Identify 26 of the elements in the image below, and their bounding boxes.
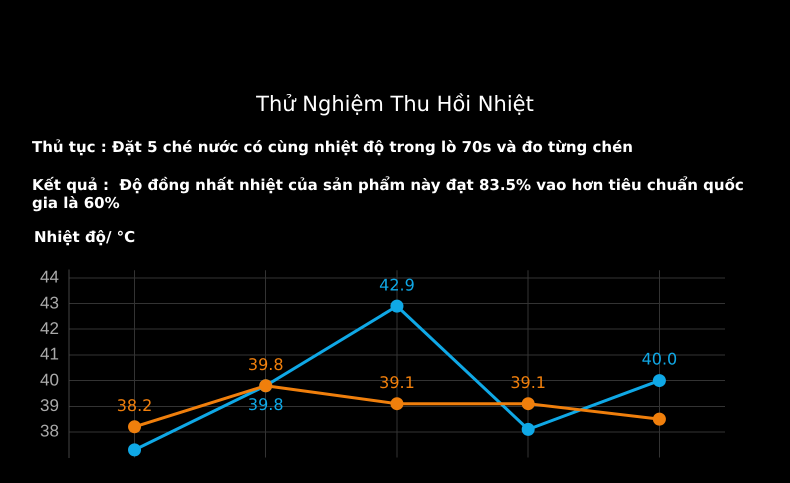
point	[390, 397, 404, 410]
chart-subtitle: Thủ tục : Đặt 5 ché nước có cùng nhiệt độ trong lò 70s và đo từng chén	[32, 138, 633, 156]
point	[652, 374, 666, 388]
data-label: 38.2	[116, 396, 152, 415]
point	[128, 443, 142, 456]
y-tick-label: 41	[40, 344, 59, 364]
point	[522, 422, 535, 436]
y-tick-label: 40	[40, 370, 59, 390]
y-tick-label: 42	[40, 318, 59, 338]
y-tick-label: 38	[40, 422, 59, 441]
point	[128, 420, 142, 434]
y-axis-title: Nhiệt độ/ °C	[34, 228, 136, 246]
point	[390, 300, 404, 313]
data-label: 39.1	[379, 372, 415, 392]
y-tick-label: 44	[40, 268, 59, 287]
point	[522, 397, 535, 410]
point	[652, 412, 666, 426]
chart-title: Thử Nghiệm Thu Hồi Nhiệt	[255, 92, 535, 116]
data-label: 39.8	[248, 394, 284, 414]
y-tick-label: 43	[40, 293, 59, 312]
data-label: 39.8	[248, 354, 284, 374]
data-label: 39.1	[510, 372, 546, 392]
data-label: 42.9	[379, 275, 415, 294]
data-label: 40.0	[642, 350, 678, 369]
y-tick-label: 39	[40, 396, 59, 415]
text: Kết quả : Độ đồng nhất nhiệt của sản phẩm này đạt 83.5% vao hơn tiêu chuẩn quốc gia là 60%	[32, 176, 745, 212]
